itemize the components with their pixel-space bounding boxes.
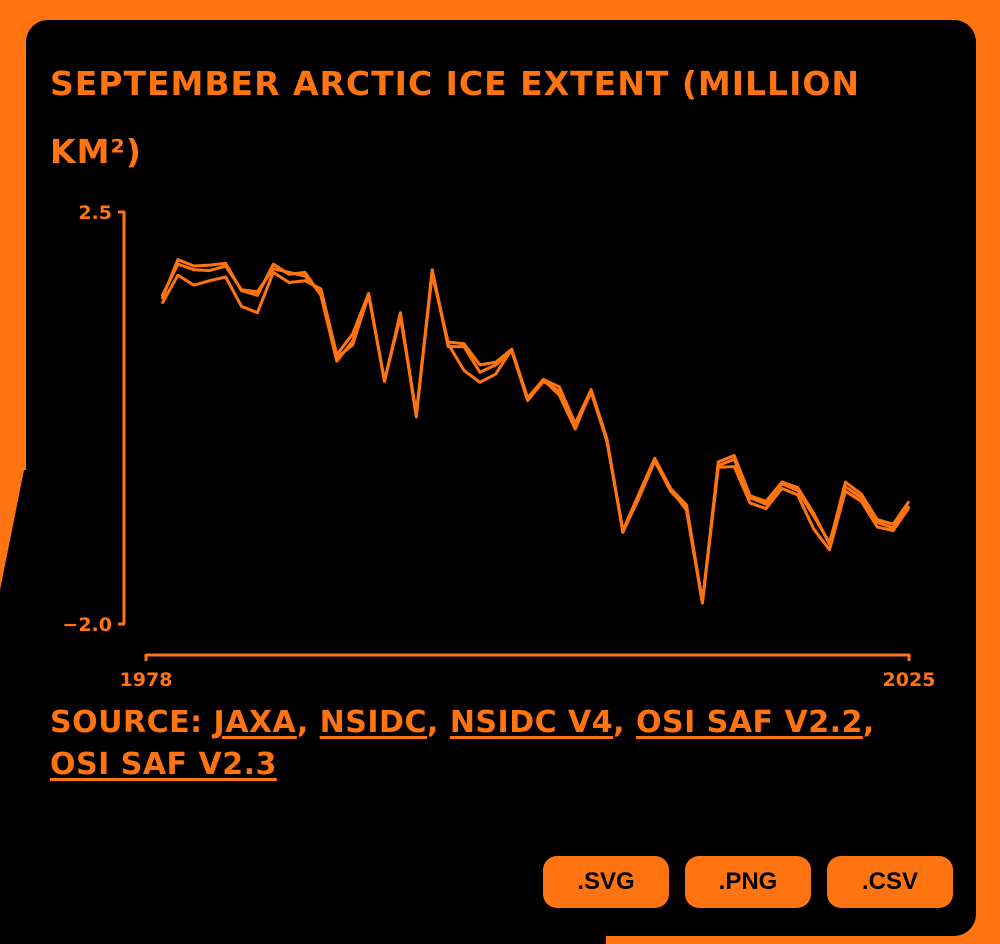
source-link-nsidc-v4[interactable]: NSIDC V4: [449, 705, 614, 740]
download-svg-button[interactable]: .svg: [543, 856, 669, 908]
chart-card: [26, 20, 976, 936]
source-link-nsidc[interactable]: NSIDC: [319, 705, 427, 740]
source-prefix: Source:: [50, 705, 214, 740]
series-line-2: [160, 262, 911, 603]
x-tick-label-start: 1978: [120, 669, 173, 691]
source-link-osi-saf-v22[interactable]: OSI SAF V2.2: [636, 705, 863, 740]
download-csv-button[interactable]: .csv: [827, 856, 953, 908]
series-line-3: [160, 268, 911, 605]
chart-title: September Arctic Ice Extent (million km²…: [50, 64, 861, 171]
source-link-osi-saf-v23[interactable]: OSI SAF V2.3: [50, 747, 277, 782]
series-group: [160, 258, 911, 605]
source-link-jaxa[interactable]: JAXA: [213, 705, 297, 740]
x-tick-label-end: 2025: [883, 669, 936, 691]
y-tick-label-top: 2.5: [78, 202, 112, 224]
download-buttons: .svg .png .csv: [543, 856, 953, 908]
source-line: Source: JAXA, NSIDC, NSIDC V4, OSI SAF V…: [50, 705, 875, 782]
series-line-1: [160, 258, 911, 605]
y-tick-label-bottom: −2.0: [62, 614, 112, 636]
download-png-button[interactable]: .png: [685, 856, 811, 908]
